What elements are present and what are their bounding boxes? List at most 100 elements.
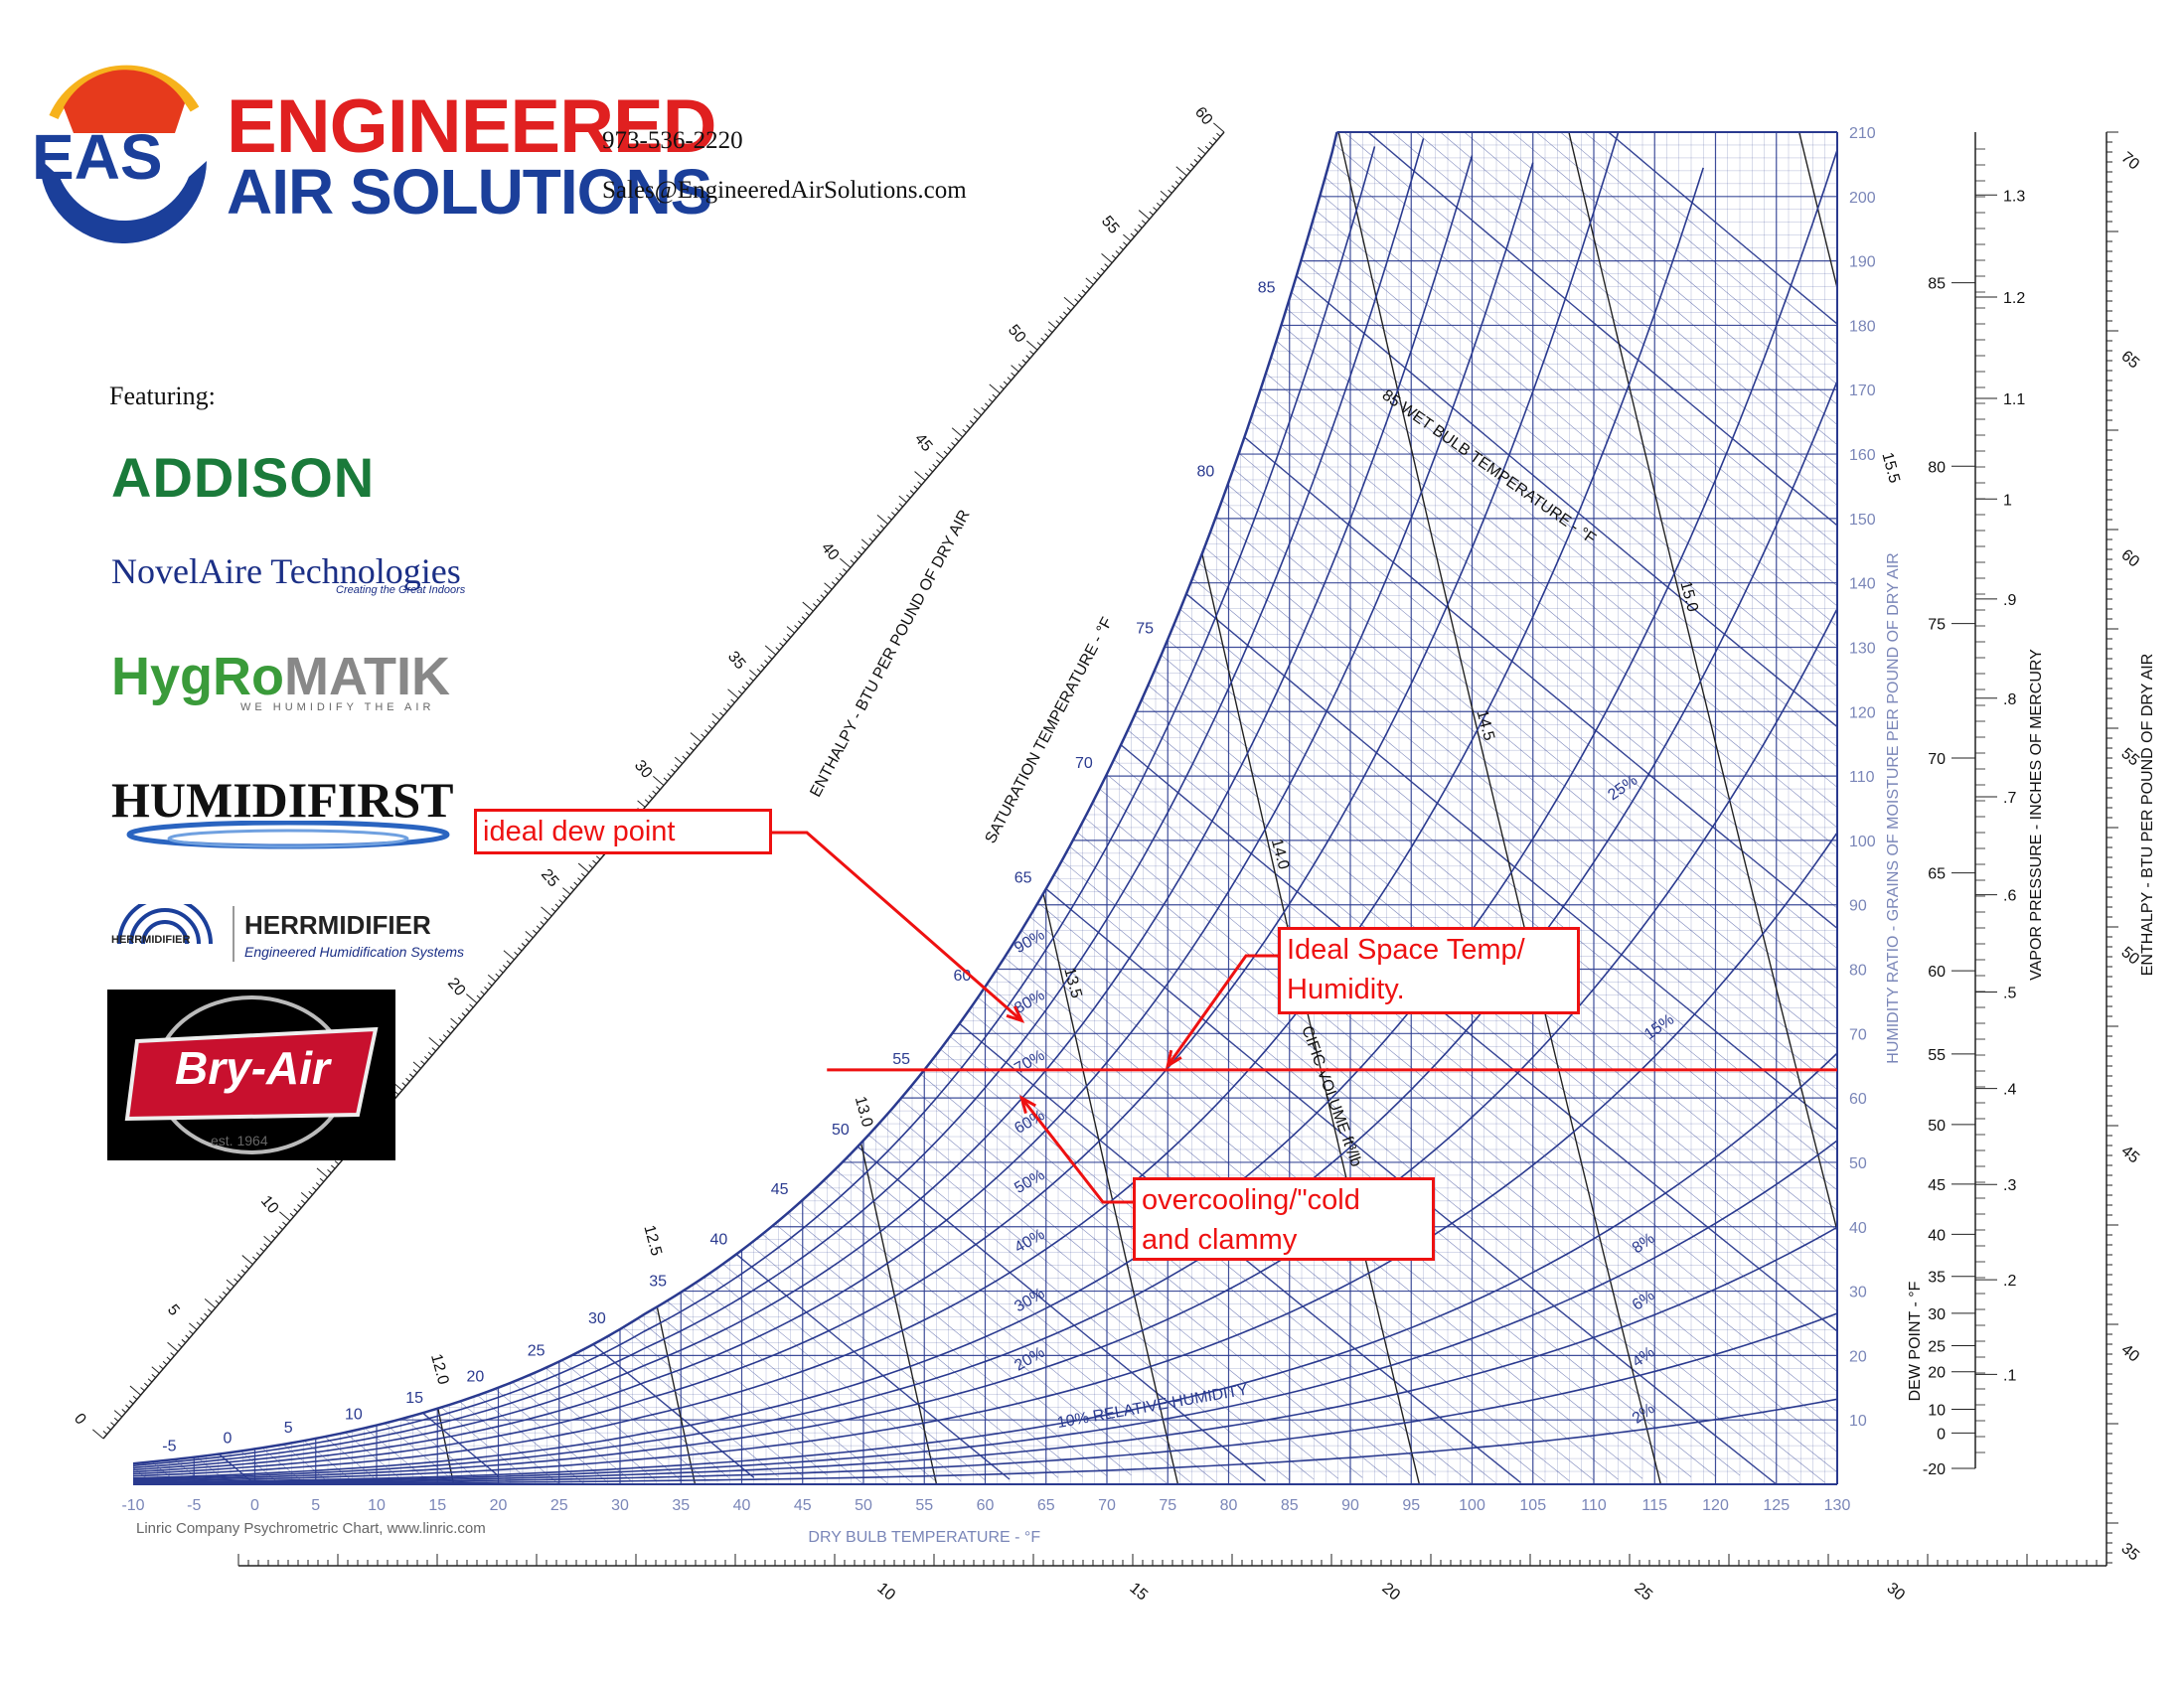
specific-volume-label: 15.5	[1878, 451, 1903, 486]
enthalpy-scale-tick	[876, 515, 888, 525]
enthalpy-scale-tick	[506, 960, 512, 965]
enthalpy-bottom-label: 10	[873, 1580, 898, 1605]
vapor-pressure-label: 1.1	[2003, 391, 2025, 408]
rh-high-label: 4%	[1630, 1344, 1658, 1371]
enthalpy-scale-tick	[689, 746, 695, 751]
enthalpy-scale-tick	[196, 1321, 202, 1326]
enthalpy-left-label: 10	[257, 1192, 282, 1217]
enthalpy-scale-tick	[319, 1177, 325, 1182]
addison-logo: ADDISON	[111, 446, 376, 509]
enthalpy-scale-tick	[1063, 296, 1075, 307]
x-tick-label: 40	[733, 1497, 751, 1514]
enthalpy-scale-tick	[465, 1007, 470, 1012]
enthalpy-scale-tick	[1138, 210, 1151, 221]
enthalpy-scale-tick	[932, 463, 937, 468]
enthalpy-scale-tick	[1100, 267, 1106, 272]
x-tick-label: 25	[550, 1497, 568, 1514]
enthalpy-scale-tick	[226, 1287, 232, 1292]
saturation-temp-label: 40	[710, 1231, 728, 1248]
dewpoint-label: 30	[1928, 1306, 1946, 1323]
relative-humidity-curve	[133, 149, 1837, 1479]
relative-humidity-curve	[133, 138, 1425, 1469]
enthalpy-scale-tick	[1153, 207, 1158, 212]
enthalpy-scale-tick	[868, 537, 873, 542]
enthalpy-scale-tick	[954, 437, 960, 442]
x-tick-label: 125	[1763, 1497, 1790, 1514]
enthalpy-scale-tick	[711, 712, 720, 721]
specific-volume-label: 12.5	[640, 1223, 665, 1258]
x-tick-label: 35	[672, 1497, 690, 1514]
enthalpy-scale-tick	[969, 420, 975, 425]
enthalpy-scale-tick	[234, 1278, 238, 1283]
enthalpy-scale-tick	[648, 795, 654, 800]
enthalpy-scale-tick	[1168, 189, 1172, 194]
enthalpy-scale-tick	[274, 1230, 280, 1235]
email-link[interactable]: Sales@EngineeredAirSolutions.com	[602, 177, 967, 204]
enthalpy-scale-tick	[1055, 320, 1060, 325]
enthalpy-line	[1057, 132, 1837, 527]
enthalpy-scale-tick	[962, 428, 967, 433]
enthalpy-line	[826, 132, 1837, 728]
enthalpy-scale-tick	[412, 1069, 418, 1074]
enthalpy-scale-tick	[701, 733, 705, 738]
enthalpy-scale-tick	[244, 1265, 249, 1270]
y-tick-label: 150	[1849, 512, 1876, 529]
enthalpy-scale-tick	[1149, 211, 1154, 216]
enthalpy-line	[851, 132, 1837, 707]
y-tick-label: 130	[1849, 640, 1876, 657]
rh-high-label: 2%	[1630, 1400, 1658, 1427]
enthalpy-scale-tick	[263, 1235, 272, 1244]
enthalpy-scale-tick	[860, 546, 866, 551]
vapor-pressure-label: .2	[2003, 1273, 2016, 1290]
enthalpy-left-label: 45	[911, 430, 936, 455]
y-tick-label: 160	[1849, 447, 1876, 464]
enthalpy-scale-tick	[408, 1073, 414, 1078]
enthalpy-scale-tick	[185, 1334, 190, 1339]
enthalpy-scale-tick	[517, 947, 523, 952]
enthalpy-scale-tick	[484, 986, 489, 991]
enthalpy-scale-tick	[525, 938, 530, 943]
enthalpy-scale-tick	[936, 459, 941, 464]
x-tick-label: 45	[794, 1497, 812, 1514]
x-tick-label: 105	[1519, 1497, 1546, 1514]
x-tick-label: -5	[187, 1497, 201, 1514]
enthalpy-scale-tick	[278, 1225, 283, 1230]
bryair-logo-box	[107, 990, 395, 1160]
enthalpy-scale-tick	[132, 1395, 138, 1400]
saturation-temp-label: 75	[1136, 621, 1154, 638]
enthalpy-left-label: 25	[538, 866, 562, 891]
chart-source-note: Linric Company Psychrometric Chart, www.…	[136, 1520, 486, 1537]
enthalpy-scale-tick	[1044, 333, 1049, 338]
enthalpy-scale-tick	[428, 1037, 440, 1047]
relative-humidity-curve	[133, 162, 1534, 1473]
enthalpy-scale-tick	[166, 1356, 172, 1361]
dewpoint-label: 25	[1928, 1338, 1946, 1355]
enthalpy-scale-tick	[1216, 132, 1221, 137]
enthalpy-scale-tick	[693, 742, 699, 747]
enthalpy-scale-tick	[824, 582, 833, 590]
enthalpy-scale-tick	[730, 698, 735, 703]
enthalpy-scale-tick	[315, 1182, 321, 1187]
enthalpy-scale-tick	[820, 594, 826, 599]
y-tick-label: 20	[1849, 1348, 1867, 1365]
enthalpy-scale-tick	[786, 633, 792, 638]
enthalpy-scale-tick	[1003, 381, 1009, 385]
enthalpy-scale-tick	[125, 1404, 130, 1409]
x-tick-label: 80	[1220, 1497, 1238, 1514]
enthalpy-scale-tick	[580, 872, 586, 877]
enthalpy-scale-tick	[801, 616, 807, 621]
enthalpy-left-label: 35	[724, 649, 749, 674]
enthalpy-scale-tick	[129, 1385, 141, 1396]
enthalpy-scale-tick	[1178, 176, 1183, 181]
enthalpy-line	[1179, 132, 1837, 425]
vapor-pressure-label: .1	[2003, 1367, 2016, 1384]
enthalpy-scale-tick	[1029, 350, 1034, 355]
x-tick-label: 55	[915, 1497, 933, 1514]
enthalpy-scale-tick	[722, 707, 728, 712]
enthalpy-scale-tick	[282, 1221, 287, 1226]
saturation-temp-label: 55	[892, 1051, 910, 1068]
enthalpy-scale-tick	[457, 1016, 463, 1021]
humidifirst-swoosh	[126, 821, 450, 849]
enthalpy-scale-tick	[637, 800, 646, 808]
enthalpy-scale-tick	[854, 554, 858, 559]
